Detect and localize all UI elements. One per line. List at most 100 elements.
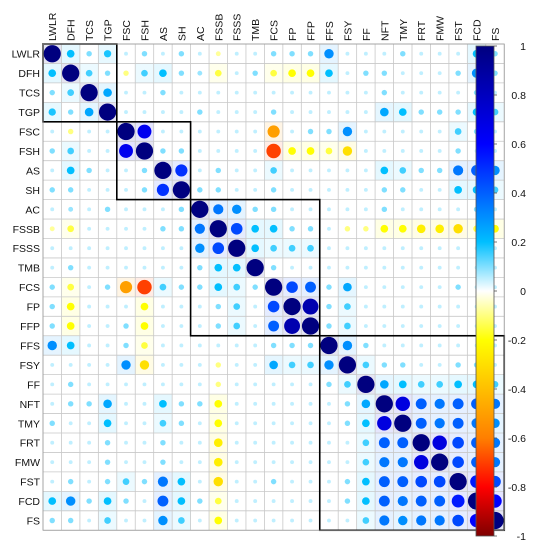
corr-circle-FF-TMB: [253, 382, 258, 387]
column-label-FSSB: FSSB: [213, 14, 225, 41]
corr-circle-SH-FSSS: [234, 187, 239, 192]
corr-circle-TMY-TGP: [103, 419, 112, 428]
row-label-FSH: FSH: [19, 146, 40, 158]
corr-circle-TMY-FSH: [142, 421, 147, 426]
corr-circle-TCS-FF: [363, 90, 368, 95]
corr-circle-FSSB-LWLR: [49, 226, 55, 232]
corr-circle-SH-FRT: [419, 187, 424, 192]
corr-circle-FSY-FCS: [269, 360, 278, 370]
corr-circle-FSSS-NFT: [382, 246, 387, 251]
corr-circle-TGP-FFP: [308, 110, 313, 115]
corr-circle-TMB-FSSB: [214, 263, 223, 272]
corr-circle-FMW-TGP: [104, 459, 111, 465]
corr-circle-SH-AS: [156, 183, 170, 196]
corr-circle-FFS-FFS: [320, 336, 338, 355]
corr-circle-AS-TMB: [253, 168, 258, 173]
corr-circle-FCS-FP: [286, 281, 298, 293]
corr-circle-FSSB-FST: [453, 224, 463, 234]
corr-circle-FMW-FSH: [142, 460, 147, 465]
corr-circle-FSSS-FFS: [327, 246, 331, 251]
corr-circle-FSSS-TCS: [87, 246, 92, 251]
corr-circle-FSC-TCS: [87, 129, 92, 134]
corr-circle-FCD-FSSB: [214, 497, 222, 505]
corr-circle-TMB-FRT: [419, 265, 424, 270]
corr-circle-FSC-AC: [197, 129, 202, 134]
corr-circle-NFT-FF: [361, 399, 371, 409]
corr-circle-FP-FRT: [419, 304, 424, 309]
corr-circle-FSY-TGP: [105, 362, 110, 367]
corr-circle-FF-DFH: [67, 381, 74, 388]
corr-circle-FFS-FMW: [437, 343, 442, 348]
corr-circle-SH-FCS: [270, 187, 277, 193]
corr-circle-TMY-AS: [159, 419, 167, 427]
corr-circle-FST-FFS: [327, 479, 331, 484]
corr-circle-FP-NFT: [382, 304, 387, 309]
corr-circle-FST-FSH: [141, 478, 148, 485]
corr-circle-AS-TCS: [86, 167, 92, 174]
corr-circle-DFH-TGP: [104, 70, 111, 76]
corr-circle-FS-FSC: [124, 518, 128, 523]
corr-circle-FST-TCS: [87, 479, 92, 484]
corr-circle-FSH-TMY: [400, 149, 405, 153]
corr-circle-SH-TCS: [87, 187, 92, 192]
corr-circle-LWLR-FP: [289, 50, 295, 57]
corr-circle-LWLR-TMB: [253, 51, 258, 56]
corr-circle-FSSB-TGP: [105, 226, 110, 231]
corr-circle-AS-NFT: [380, 166, 389, 175]
corr-circle-DFH-TCS: [85, 69, 93, 77]
corr-circle-FCD-FSH: [142, 499, 147, 504]
corr-circle-FSY-FMW: [437, 362, 442, 367]
corr-circle-FSSS-FRT: [419, 246, 424, 251]
corr-circle-AS-AS: [154, 161, 172, 180]
corr-circle-FS-FP: [290, 518, 295, 523]
corr-circle-FST-FF: [362, 477, 370, 486]
corr-circle-FF-FFS: [326, 381, 332, 388]
corr-circle-FMW-FFP: [308, 460, 313, 465]
corr-circle-FF-AS: [160, 382, 165, 387]
corr-circle-FMW-SH: [179, 460, 184, 465]
corr-circle-FFS-FSC: [123, 342, 129, 349]
corr-circle-LWLR-FFS: [324, 49, 334, 59]
corr-circle-AS-FF: [363, 168, 368, 173]
corr-circle-FSH-DFH: [67, 147, 75, 155]
corr-circle-LWLR-FSSB: [215, 51, 221, 57]
corr-circle-FSH-FMW: [437, 149, 442, 153]
corr-circle-LWLR-TMY: [400, 50, 406, 57]
corr-circle-FCD-TCS: [86, 498, 92, 504]
corr-circle-FCD-FSSS: [234, 499, 239, 504]
corr-circle-FSSB-FSY: [344, 226, 351, 232]
corr-circle-FSSB-FCS: [269, 224, 278, 233]
corr-circle-FCS-AC: [197, 284, 203, 290]
corr-circle-TGP-FSC: [124, 110, 128, 115]
corr-circle-NFT-TMB: [253, 401, 258, 406]
column-label-FCD: FCD: [472, 19, 484, 41]
corr-circle-FMW-FSSB: [213, 457, 223, 467]
corr-circle-DFH-DFH: [62, 64, 80, 82]
corr-circle-AS-FST: [453, 165, 464, 176]
column-label-TCS: TCS: [84, 20, 96, 41]
corr-circle-AC-FST: [456, 207, 461, 212]
corr-circle-FSSS-FSSB: [212, 242, 225, 255]
corr-circle-FFS-DFH: [66, 341, 75, 350]
corr-circle-TMY-SH: [178, 420, 185, 427]
corr-circle-FF-TCS: [87, 382, 92, 387]
corr-circle-FSSS-FMW: [437, 246, 442, 251]
corr-circle-TMB-FSH: [142, 265, 147, 270]
corr-circle-TGP-FST: [455, 109, 461, 115]
corr-circle-AC-FCS: [270, 206, 277, 213]
corr-circle-FSC-FFS: [326, 128, 332, 135]
corr-circle-FSY-TCS: [87, 362, 92, 367]
corr-circle-FRT-FFP: [308, 440, 313, 445]
corr-circle-TMY-FSC: [124, 421, 128, 426]
row-label-FF: FF: [27, 379, 40, 391]
corr-circle-FRT-LWLR: [50, 440, 55, 445]
corr-circle-FMW-NFT: [379, 457, 390, 468]
corr-circle-SH-LWLR: [49, 187, 55, 193]
corr-circle-FS-FSSS: [234, 518, 239, 523]
corr-circle-AS-AC: [197, 168, 202, 173]
corr-circle-AC-FRT: [419, 207, 424, 212]
corr-circle-LWLR-NFT: [382, 51, 387, 56]
corr-circle-SH-AC: [197, 187, 203, 193]
corr-circle-FFS-FSH: [141, 342, 148, 349]
